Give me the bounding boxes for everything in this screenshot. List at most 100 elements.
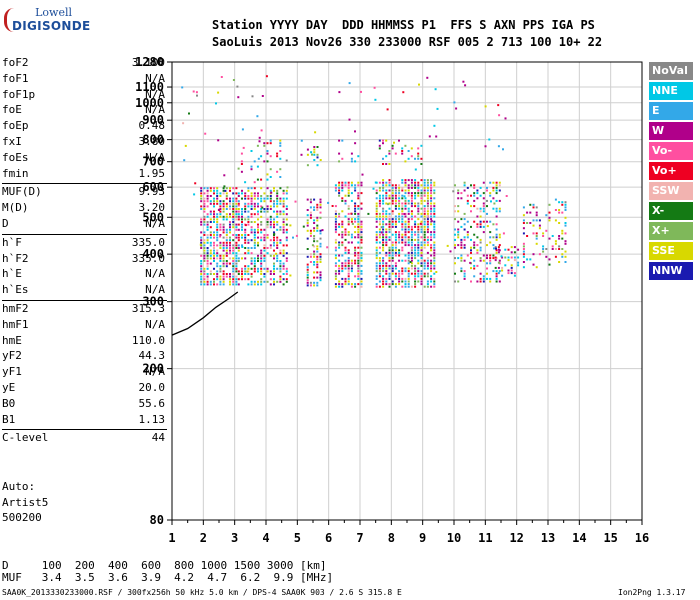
echo-point: [344, 194, 347, 197]
echo-point: [244, 208, 247, 210]
echo-point: [423, 192, 426, 195]
echo-point: [388, 238, 391, 241]
legend-item: E: [649, 102, 693, 120]
echo-point: [309, 253, 312, 256]
echo-point: [216, 197, 219, 200]
echo-point: [232, 270, 235, 273]
echo-point: [229, 262, 231, 265]
echo-point: [401, 259, 404, 262]
echo-point: [232, 213, 235, 216]
param-value: 335.0: [131, 235, 165, 249]
echo-point: [282, 283, 285, 286]
echo-point: [457, 189, 460, 192]
echo-point: [494, 266, 497, 269]
echo-point: [423, 259, 426, 262]
echo-point: [401, 220, 404, 223]
echo-point: [263, 228, 266, 231]
echo-point: [319, 271, 322, 274]
echo-point: [309, 214, 312, 217]
echo-point: [347, 223, 350, 226]
echo-point: [253, 192, 256, 195]
echo-point: [414, 257, 417, 260]
echo-point: [402, 91, 405, 94]
echo-point: [426, 280, 429, 283]
echo-point: [250, 221, 253, 223]
echo-point: [206, 249, 209, 252]
echo-point: [454, 210, 456, 213]
echo-point: [241, 270, 243, 273]
echo-point: [482, 220, 485, 223]
echo-point: [338, 215, 341, 218]
echo-point: [414, 254, 417, 257]
echo-point: [498, 207, 501, 210]
echo-point: [247, 215, 250, 218]
echo-point: [200, 192, 203, 195]
echo-point: [357, 184, 360, 187]
echo-point: [414, 231, 417, 234]
echo-point: [250, 267, 253, 270]
echo-point: [401, 212, 404, 215]
echo-point: [378, 259, 381, 262]
echo-point: [341, 186, 344, 189]
echo-point: [250, 283, 253, 286]
echo-point: [401, 197, 404, 200]
echo-point: [235, 218, 238, 221]
echo-point: [420, 212, 423, 215]
echo-point: [489, 259, 492, 262]
echo-point: [382, 181, 385, 184]
echo-point: [378, 218, 381, 221]
echo-point: [225, 247, 228, 249]
echo-point: [354, 189, 357, 192]
echo-point: [414, 233, 417, 236]
echo-point: [495, 181, 498, 184]
echo-point: [489, 277, 492, 280]
y-tick-label: 300: [142, 295, 164, 309]
echo-point: [417, 192, 420, 195]
echo-point: [495, 228, 498, 231]
echo-point: [260, 283, 263, 286]
echo-point: [313, 237, 316, 240]
echo-point: [203, 270, 206, 273]
echo-point: [237, 96, 240, 99]
echo-point: [479, 223, 482, 226]
echo-point: [347, 218, 350, 221]
echo-point: [225, 218, 228, 221]
echo-point: [279, 239, 282, 242]
echo-point: [232, 226, 235, 229]
echo-point: [257, 192, 259, 195]
echo-point: [213, 241, 215, 244]
echo-point: [433, 241, 436, 244]
echo-point: [235, 247, 238, 249]
echo-point: [225, 244, 228, 247]
echo-point: [394, 238, 397, 241]
echo-point: [473, 186, 476, 189]
echo-point: [538, 227, 541, 230]
echo-point: [378, 220, 381, 223]
echo-point: [282, 244, 285, 247]
echo-point: [229, 221, 231, 223]
echo-point: [473, 233, 476, 236]
echo-point: [414, 238, 417, 241]
echo-point: [388, 251, 391, 254]
echo-point: [423, 233, 426, 236]
echo-point: [410, 231, 413, 234]
echo-point: [344, 283, 347, 286]
echo-point: [430, 262, 433, 265]
echo-point: [354, 225, 357, 228]
echo-point: [253, 187, 256, 190]
echo-point: [235, 197, 238, 200]
echo-point: [532, 203, 535, 206]
echo-point: [360, 257, 363, 260]
echo-point: [545, 255, 548, 258]
echo-point: [420, 241, 423, 244]
echo-point: [229, 278, 231, 281]
echo-point: [338, 283, 341, 286]
echo-point: [394, 251, 397, 254]
echo-point: [334, 238, 337, 241]
echo-point: [529, 203, 532, 206]
echo-point: [446, 244, 449, 247]
echo-point: [203, 252, 206, 255]
echo-point: [404, 233, 407, 236]
echo-point: [273, 280, 275, 283]
echo-point: [360, 233, 363, 236]
